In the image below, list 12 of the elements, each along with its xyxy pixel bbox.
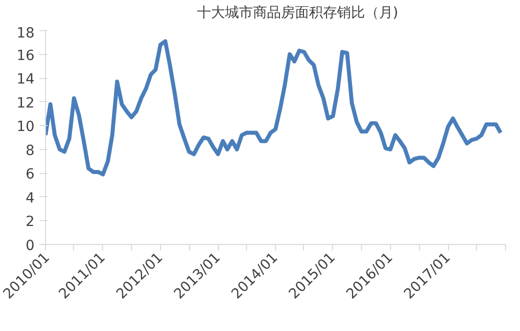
- y-tick-label: 0: [26, 238, 35, 254]
- y-tick-label: 8: [26, 142, 35, 159]
- y-tick-label: 18: [16, 26, 35, 42]
- y-tick-label: 2: [26, 214, 35, 230]
- y-tick-label: 10: [16, 119, 35, 136]
- y-tick-label: 4: [26, 190, 35, 206]
- y-tick-label: 16: [16, 48, 35, 64]
- y-tick-label: 12: [16, 95, 35, 112]
- y-tick-label: 14: [16, 72, 35, 88]
- text: 十大城市商品房面积存销比（月): [196, 4, 398, 22]
- line-series: [46, 39, 503, 176]
- y-tick-label: 6: [26, 166, 35, 183]
